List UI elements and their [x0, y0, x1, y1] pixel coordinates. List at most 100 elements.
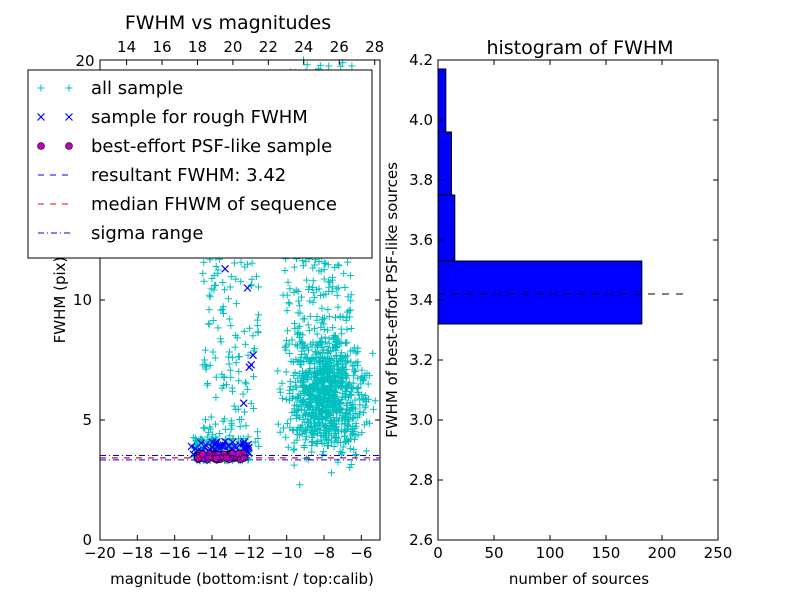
all-sample-point: [317, 292, 325, 300]
all-sample-point: [299, 416, 307, 424]
all-sample-point: [315, 257, 323, 265]
histogram-panel: 0 50 100 150 200 250 2.6 2.8 3.0 3.2 3.4 3.6 3.8 4.0 4…: [383, 37, 732, 588]
all-sample-point: [318, 304, 326, 312]
rough-sample-point: [208, 444, 217, 452]
all-sample-point: [348, 62, 356, 70]
all-sample-point: [290, 439, 298, 447]
all-sample-point: [291, 320, 299, 328]
all-sample-point: [232, 300, 240, 308]
all-sample-point: [235, 353, 243, 361]
all-sample-point: [343, 406, 351, 414]
all-sample-point: [348, 384, 356, 392]
all-sample-point: [300, 315, 308, 323]
all-sample-point: [315, 418, 323, 426]
all-sample-point: [248, 275, 256, 283]
hist-y-tick-label: 3.6: [409, 231, 433, 249]
all-sample-point: [331, 332, 339, 340]
all-sample-point: [286, 350, 294, 358]
all-sample-point: [303, 373, 311, 381]
all-sample-point: [323, 415, 331, 423]
histogram-bars: [437, 68, 643, 325]
all-sample-point: [292, 382, 300, 390]
all-sample-point: [296, 431, 304, 439]
all-sample-point: [288, 409, 296, 417]
all-sample-point: [325, 359, 333, 367]
all-sample-point: [286, 285, 294, 293]
all-sample-point: [292, 395, 300, 403]
top-tick-label: 16: [152, 38, 171, 56]
all-sample-point: [225, 360, 233, 368]
hist-y-tick-label: 3.4: [409, 291, 433, 309]
all-sample-point: [313, 397, 321, 405]
legend-marker: [65, 84, 73, 92]
all-sample-point: [339, 374, 347, 382]
all-sample-point: [334, 360, 342, 368]
all-sample-point: [205, 320, 213, 328]
rough-sample-point: [239, 399, 248, 408]
all-sample-point: [343, 314, 351, 322]
all-sample-point: [254, 435, 262, 443]
all-sample-point: [209, 316, 217, 324]
all-sample-point: [303, 61, 311, 69]
all-sample-point: [240, 327, 248, 335]
all-sample-point: [285, 300, 293, 308]
all-sample-point: [339, 443, 347, 451]
all-sample-point: [330, 336, 338, 344]
rough-sample-point: [244, 443, 253, 452]
histogram-ylabel: FWHM of best-effort PSF-like sources: [383, 162, 401, 438]
legend-entry: sample for rough FWHM: [37, 107, 308, 128]
all-sample-point: [330, 423, 338, 431]
legend-entries: all sample sample for rough FWHM best-effo…: [37, 78, 337, 244]
all-sample-point: [324, 306, 332, 314]
hist-x-tick-label: 50: [484, 544, 503, 562]
x-tick-label: −6: [350, 544, 372, 562]
top-corner-label: 20: [75, 52, 94, 70]
all-sample-point: [317, 334, 325, 342]
all-sample-point: [205, 291, 213, 299]
all-sample-point: [345, 417, 353, 425]
all-sample-point: [283, 307, 291, 315]
all-sample-point: [366, 419, 374, 427]
legend-marker: [37, 142, 45, 150]
all-sample-point: [254, 283, 262, 291]
all-sample-point: [330, 442, 338, 450]
all-sample-point: [313, 330, 321, 338]
all-sample-point: [214, 269, 222, 277]
all-sample-point: [202, 363, 210, 371]
all-sample-point: [311, 293, 319, 301]
all-sample-point: [344, 415, 352, 423]
histogram-bar: [437, 131, 452, 196]
all-sample-point: [341, 353, 349, 361]
all-sample-point: [305, 326, 313, 334]
all-sample-point: [200, 356, 208, 364]
hist-y-tick-label: 4.0: [409, 111, 433, 129]
all-sample-point: [249, 332, 257, 340]
all-sample-point: [319, 378, 327, 386]
all-sample-point: [338, 349, 346, 357]
all-sample-point: [235, 377, 243, 385]
x-tick-label: −14: [196, 544, 228, 562]
x-tick-label: −16: [159, 544, 191, 562]
all-sample-point: [351, 396, 359, 404]
all-sample-point: [304, 346, 312, 354]
all-sample-point: [226, 348, 234, 356]
all-sample-point: [298, 344, 306, 352]
all-sample-point: [334, 284, 342, 292]
all-sample-point: [306, 403, 314, 411]
all-sample-point: [340, 269, 348, 277]
x-tick-label: −8: [313, 544, 335, 562]
all-sample-point: [297, 293, 305, 301]
all-sample-point: [356, 408, 364, 416]
all-sample-point: [232, 331, 240, 339]
rough-sample-point: [249, 351, 257, 360]
all-sample-point: [311, 411, 319, 419]
all-sample-point: [364, 380, 372, 388]
all-sample-point: [312, 376, 320, 384]
all-sample-point: [242, 422, 250, 430]
all-sample-point: [227, 425, 235, 433]
all-sample-point: [335, 427, 343, 435]
all-sample-point: [241, 408, 249, 416]
all-sample-point: [337, 62, 345, 70]
top-tick-label: 20: [223, 38, 242, 56]
all-sample-point: [299, 397, 307, 405]
